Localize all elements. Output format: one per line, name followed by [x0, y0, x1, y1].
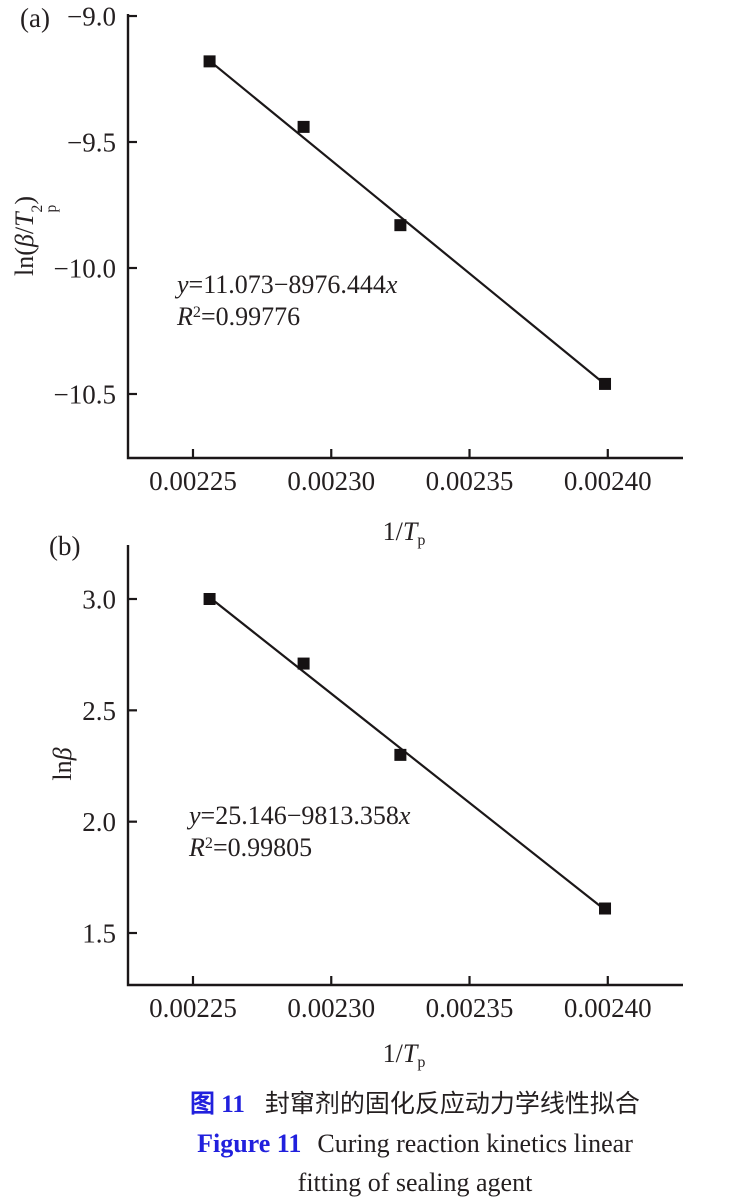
ylabel-b-ln: ln	[48, 760, 77, 781]
y-tick-label: 1.5	[82, 919, 116, 949]
data-point	[203, 55, 216, 68]
data-point	[599, 377, 612, 390]
caption-line-en-2: fitting of sealing agent	[85, 1168, 745, 1198]
chart-a-x-axis-label: 1/Tp	[382, 517, 426, 549]
fit-line	[208, 596, 606, 911]
chart-b-x-axis-label: 1/Tp	[382, 1039, 426, 1071]
ylabel-a-ln: ln(	[9, 247, 39, 277]
chart-a-r-squared: R2=0.99776	[177, 302, 300, 332]
var-y: y	[177, 270, 189, 299]
data-point	[297, 120, 310, 133]
T-symbol: T	[402, 517, 418, 546]
caption-text-zh: 封窜剂的固化反应动力学线性拟合	[264, 1091, 640, 1118]
data-point	[297, 657, 310, 670]
y-tick-label: 3.0	[82, 584, 116, 614]
caption-line-en-1: Figure 11 Curing reaction kinetics linear	[85, 1129, 745, 1159]
x-tick-label: 0.00225	[149, 466, 237, 496]
chart-b-canvas: 3.0 2.5 2.0 1.5 0.00225 0.00230 0.00235 0.00240	[82, 545, 683, 1023]
figure-number-zh: 图 11	[190, 1091, 245, 1118]
r-squared-value: =0.99805	[212, 833, 313, 862]
axis-frame	[126, 545, 683, 987]
r-squared-value: =0.99776	[200, 302, 301, 331]
var-R: R	[189, 833, 205, 862]
ylabel-a-slash: /	[9, 226, 39, 235]
data-point	[599, 902, 612, 915]
x-tick-label: 0.00235	[426, 466, 514, 496]
caption-text-en-1: Curing reaction kinetics linear	[317, 1129, 633, 1158]
var-y: y	[189, 801, 201, 830]
superscript-2: 2	[204, 834, 213, 852]
ylabel-a-paren: )	[9, 195, 39, 205]
subscript-p: p	[43, 204, 61, 213]
chart-a-y-axis-label: ln(β/T 2 p)	[10, 196, 60, 276]
caption-line-zh: 图 11 封窜剂的固化反应动力学线性拟合	[85, 1084, 745, 1120]
data-point	[394, 219, 407, 232]
T-symbol: T	[9, 212, 39, 227]
y-tick-label: −10.5	[54, 379, 116, 409]
x-tick-label: 0.00225	[149, 993, 237, 1023]
x-tick-label: 0.00230	[287, 993, 375, 1023]
chart-b-r-squared: R2=0.99805	[189, 833, 312, 863]
chart-b-y-axis-label: lnβ	[48, 747, 78, 780]
one-over: 1/	[382, 1039, 403, 1068]
subscript-p: p	[417, 531, 426, 549]
var-R: R	[177, 302, 193, 331]
y-tick-label: −9.0	[67, 2, 116, 32]
T-symbol: T	[402, 1039, 418, 1068]
panel-label-b: (b)	[49, 531, 81, 561]
y-tick-label: 2.0	[82, 807, 116, 837]
y-tick-label: −9.5	[67, 128, 116, 158]
figure-number-en: Figure 11	[197, 1129, 302, 1158]
beta-symbol: β	[48, 747, 77, 761]
x-tick-label: 0.00230	[287, 466, 375, 496]
panel-label-a: (a)	[20, 3, 50, 33]
caption-text-en-2: fitting of sealing agent	[297, 1168, 533, 1197]
y-tick-label: 2.5	[82, 696, 116, 726]
x-tick-label: 0.00240	[564, 466, 652, 496]
one-over: 1/	[382, 517, 403, 546]
subscript-p: p	[417, 1053, 426, 1071]
x-tick-label: 0.00240	[564, 993, 652, 1023]
superscript-2: 2	[192, 303, 201, 321]
chart-a-canvas: −9.0 −9.5 −10.0 −10.5 0.00225 0.00230 0.00235 0…	[54, 2, 683, 496]
chart-b-fit-equation: y=25.146−9813.358x	[189, 801, 410, 831]
fit-line	[208, 59, 606, 386]
data-point	[394, 748, 407, 761]
var-x: x	[398, 801, 411, 830]
data-point	[203, 592, 216, 605]
chart-a-fit-equation: y=11.073−8976.444x	[177, 270, 397, 300]
equation-body: =25.146−9813.358	[200, 801, 399, 830]
y-tick-label: −10.0	[54, 254, 116, 284]
x-tick-label: 0.00235	[426, 993, 514, 1023]
equation-body: =11.073−8976.444	[188, 270, 386, 299]
beta-symbol: β	[9, 234, 39, 248]
var-x: x	[385, 270, 398, 299]
axis-frame	[126, 14, 683, 460]
